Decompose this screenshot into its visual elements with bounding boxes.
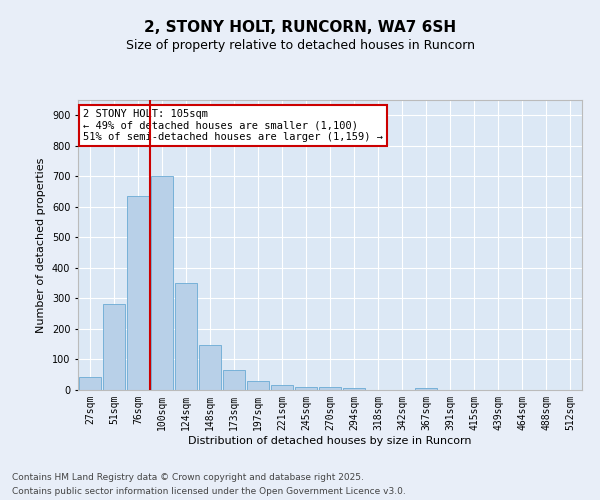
Bar	[415, 388, 437, 390]
X-axis label: Distribution of detached houses by size in Runcorn: Distribution of detached houses by size …	[188, 436, 472, 446]
Bar	[271, 386, 293, 390]
Text: 2 STONY HOLT: 105sqm
← 49% of detached houses are smaller (1,100)
51% of semi-de: 2 STONY HOLT: 105sqm ← 49% of detached h…	[83, 108, 383, 142]
Bar	[223, 370, 245, 390]
Bar	[343, 388, 365, 390]
Bar	[319, 388, 341, 390]
Y-axis label: Number of detached properties: Number of detached properties	[37, 158, 46, 332]
Bar	[295, 386, 317, 390]
Bar	[127, 196, 149, 390]
Bar	[79, 377, 101, 390]
Text: Size of property relative to detached houses in Runcorn: Size of property relative to detached ho…	[125, 38, 475, 52]
Text: Contains public sector information licensed under the Open Government Licence v3: Contains public sector information licen…	[12, 486, 406, 496]
Text: 2, STONY HOLT, RUNCORN, WA7 6SH: 2, STONY HOLT, RUNCORN, WA7 6SH	[144, 20, 456, 35]
Bar	[175, 283, 197, 390]
Bar	[247, 382, 269, 390]
Text: Contains HM Land Registry data © Crown copyright and database right 2025.: Contains HM Land Registry data © Crown c…	[12, 473, 364, 482]
Bar	[103, 304, 125, 390]
Bar	[151, 176, 173, 390]
Bar	[199, 345, 221, 390]
